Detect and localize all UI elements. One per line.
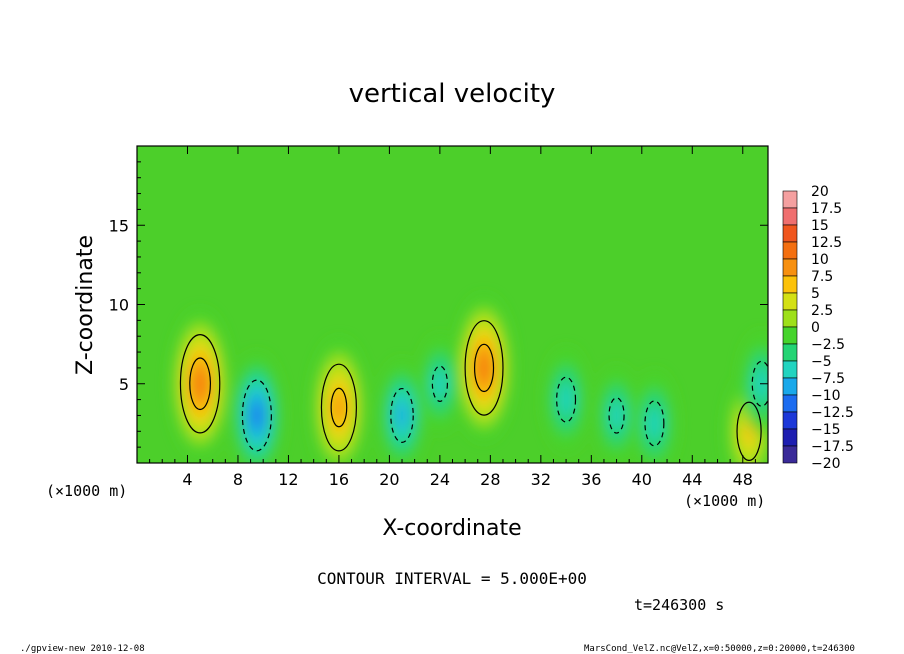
colorbar-label-16: −20	[811, 456, 841, 472]
colorbar-label-9: −2.5	[811, 337, 845, 353]
contour-ring-1-1	[320, 363, 358, 452]
colorbar-swatch-4	[782, 258, 798, 277]
y-tick-label-10: 10	[109, 296, 129, 315]
contour-ring-7-1	[608, 397, 625, 434]
colorbar-swatch-5	[782, 275, 798, 294]
colorbar-swatch-9	[782, 343, 798, 362]
field-cell-7-level-2	[609, 399, 624, 432]
colorbar-swatch-10	[782, 360, 798, 379]
colorbar-swatch-6	[782, 292, 798, 311]
contour-ring-2-1	[464, 320, 504, 416]
contour-ring-5-1	[431, 365, 448, 402]
x-tick-label-24: 24	[430, 470, 450, 489]
field-cell-6-level-2	[559, 382, 574, 417]
colorbar-swatch-3	[782, 241, 798, 260]
colorbar-label-15: −17.5	[811, 439, 854, 455]
colorbar-label-4: 10	[811, 252, 829, 268]
x-axis-title: X-coordinate	[382, 516, 521, 541]
colorbar-label-10: −5	[811, 354, 832, 370]
y-axis-title: Z-coordinate	[73, 235, 98, 375]
colorbar-label-1: 17.5	[811, 201, 842, 217]
time-label: t=246300 s	[634, 596, 724, 614]
y-tick-label-5: 5	[119, 375, 129, 394]
colorbar-label-8: 0	[811, 320, 820, 336]
x-tick-label-20: 20	[379, 470, 399, 489]
colorbar-swatch-7	[782, 309, 798, 328]
colorbar-swatch-0	[782, 190, 798, 209]
colorbar-swatch-14	[782, 428, 798, 447]
contour-ring-0-1	[179, 334, 221, 434]
colorbar-label-11: −7.5	[811, 371, 845, 387]
colorbar-swatch-13	[782, 411, 798, 430]
field-cell-3-level-4	[251, 403, 262, 428]
x-unit-label-right: (×1000 m)	[684, 492, 765, 510]
colorbar-label-14: −15	[811, 422, 841, 438]
x-tick-label-48: 48	[733, 470, 753, 489]
contour-lines	[179, 320, 768, 461]
x-tick-label-28: 28	[480, 470, 500, 489]
x-tick-label-8: 8	[233, 470, 243, 489]
x-tick-label-40: 40	[632, 470, 652, 489]
colorbar-swatch-15	[782, 445, 798, 464]
contour-ring-8-1	[644, 400, 665, 447]
colorbar-swatch-11	[782, 377, 798, 396]
colorbar-label-5: 7.5	[811, 269, 833, 285]
chart-title: vertical velocity	[349, 79, 556, 109]
contour-interval-label: CONTOUR INTERVAL = 5.000E+00	[317, 569, 587, 588]
field-cell-5-level-2	[433, 368, 447, 400]
x-unit-label: (×1000 m)	[46, 482, 127, 500]
x-tick-label-36: 36	[581, 470, 601, 489]
contour-ring-2-2	[473, 343, 495, 393]
y-tick-label-15: 15	[109, 216, 129, 235]
colorbar-label-13: −12.5	[811, 405, 854, 421]
colorbar: 2017.51512.5107.552.50−2.5−5−7.5−10−12.5…	[782, 184, 854, 472]
contour-ring-3-1	[241, 379, 272, 452]
contour-ring-6-1	[556, 376, 577, 423]
colorbar-label-12: −10	[811, 388, 841, 404]
plot-area	[137, 146, 768, 463]
colorbar-swatch-2	[782, 224, 798, 243]
contour-ring-1-2	[330, 387, 348, 428]
colorbar-label-0: 20	[811, 184, 829, 200]
colorbar-label-7: 2.5	[811, 303, 833, 319]
x-tick-label-44: 44	[682, 470, 702, 489]
colorbar-label-3: 12.5	[811, 235, 842, 251]
x-axis: 4 8 12 16 20 24 28 32 36 40 44 48	[149, 146, 756, 489]
velocity-field	[171, 297, 768, 463]
field-cell-1-level-4	[333, 394, 345, 422]
x-tick-label-16: 16	[329, 470, 349, 489]
x-tick-label-4: 4	[182, 470, 192, 489]
contour-ring-0-2	[189, 357, 211, 411]
field-cell-8-level-2	[647, 406, 662, 441]
contour-ring-9-1	[736, 401, 762, 461]
colorbar-swatch-1	[782, 207, 798, 226]
y-axis: 5 10 15	[109, 161, 768, 448]
footer-right: MarsCond_VelZ.nc@VelZ,x=0:50000,z=0:2000…	[584, 644, 855, 654]
x-tick-label-32: 32	[531, 470, 551, 489]
colorbar-swatch-8	[782, 326, 798, 345]
x-tick-label-12: 12	[278, 470, 298, 489]
colorbar-swatch-12	[782, 394, 798, 413]
contour-ring-4-1	[390, 387, 414, 443]
colorbar-label-6: 5	[811, 286, 820, 302]
field-cell-0-level-5	[195, 371, 205, 396]
footer-left: ./gpview-new 2010-12-08	[20, 644, 145, 654]
field-cell-2-level-5	[479, 356, 489, 380]
field-cell-4-level-3	[396, 402, 408, 429]
colorbar-label-2: 15	[811, 218, 829, 234]
